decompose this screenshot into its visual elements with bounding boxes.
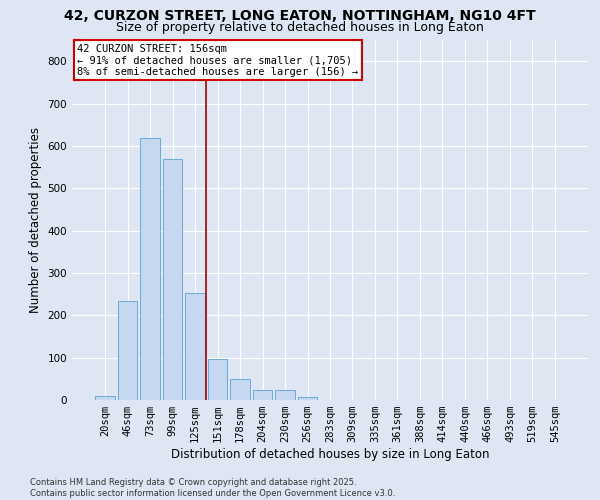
Bar	[230, 379, 250, 400]
Bar	[95, 396, 115, 400]
Text: 42 CURZON STREET: 156sqm
← 91% of detached houses are smaller (1,705)
8% of semi: 42 CURZON STREET: 156sqm ← 91% of detach…	[77, 44, 358, 77]
X-axis label: Distribution of detached houses by size in Long Eaton: Distribution of detached houses by size …	[171, 448, 489, 461]
Y-axis label: Number of detached properties: Number of detached properties	[29, 127, 42, 313]
Text: Contains HM Land Registry data © Crown copyright and database right 2025.
Contai: Contains HM Land Registry data © Crown c…	[30, 478, 395, 498]
Bar	[298, 396, 317, 400]
Text: Size of property relative to detached houses in Long Eaton: Size of property relative to detached ho…	[116, 21, 484, 34]
Bar	[208, 359, 227, 400]
Bar	[185, 293, 205, 400]
Bar	[140, 138, 160, 400]
Bar	[118, 302, 137, 400]
Bar	[275, 390, 295, 400]
Bar	[253, 390, 272, 400]
Bar	[163, 160, 182, 400]
Text: 42, CURZON STREET, LONG EATON, NOTTINGHAM, NG10 4FT: 42, CURZON STREET, LONG EATON, NOTTINGHA…	[64, 9, 536, 23]
